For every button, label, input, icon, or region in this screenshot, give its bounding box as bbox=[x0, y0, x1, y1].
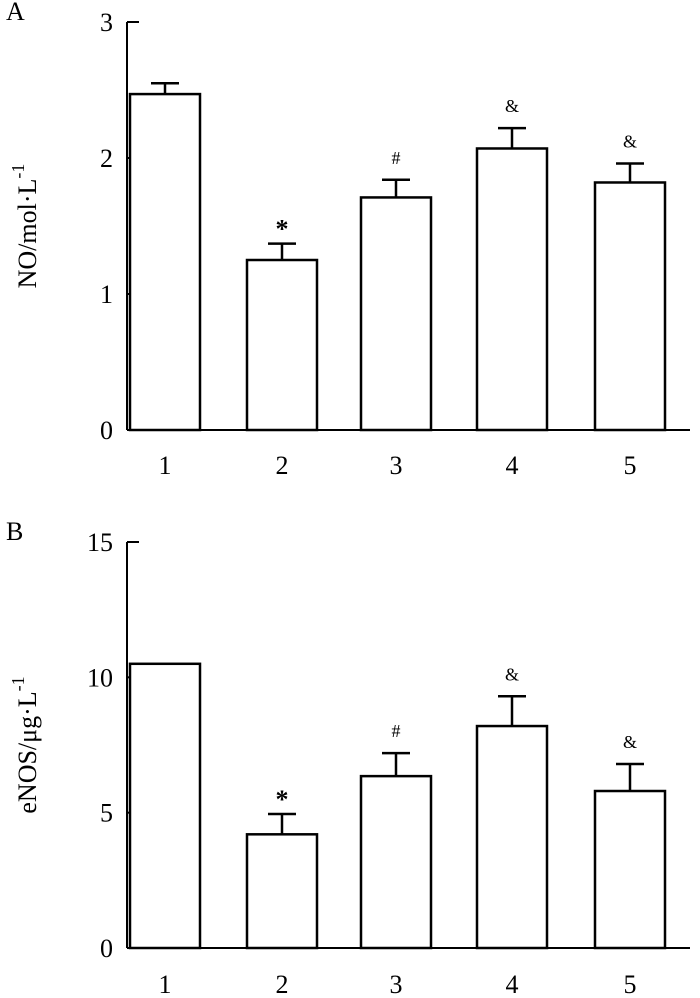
y-tick-label: 2 bbox=[100, 144, 113, 173]
panel-a: A 0 1 2 3 NO/mol·L-1 1 * 2 #3 & 4 & 5 bbox=[6, 0, 690, 480]
significance-marker: # bbox=[392, 148, 401, 168]
y-axis-title: NO/mol·L-1 bbox=[8, 164, 42, 289]
significance-marker: * bbox=[276, 785, 289, 814]
x-tick-label: 2 bbox=[276, 970, 289, 998]
bar bbox=[359, 196, 433, 432]
panel-label: A bbox=[6, 0, 25, 26]
x-tick-label: 1 bbox=[159, 970, 172, 998]
x-tick-label: 1 bbox=[159, 451, 172, 480]
x-tick-label: 3 bbox=[390, 970, 403, 998]
y-tick-label: 3 bbox=[100, 8, 113, 37]
bar bbox=[593, 181, 667, 432]
significance-marker: * bbox=[276, 215, 289, 244]
panel-label: B bbox=[6, 517, 23, 546]
y-tick-label: 0 bbox=[100, 934, 113, 963]
x-tick-label: 5 bbox=[624, 451, 637, 480]
y-tick-label: 1 bbox=[100, 280, 113, 309]
x-tick-label: 2 bbox=[276, 451, 289, 480]
bar bbox=[593, 789, 667, 950]
bar bbox=[128, 662, 202, 950]
y-tick-label: 10 bbox=[87, 663, 113, 692]
bar bbox=[475, 724, 549, 950]
bar bbox=[475, 147, 549, 432]
significance-marker: & bbox=[623, 732, 637, 752]
bar bbox=[245, 833, 319, 950]
significance-marker: & bbox=[623, 131, 637, 151]
x-tick-label: 5 bbox=[624, 970, 637, 998]
y-axis-title: eNOS/μg·L-1 bbox=[8, 676, 42, 813]
significance-marker: # bbox=[392, 721, 401, 741]
y-tick-label: 0 bbox=[100, 416, 113, 445]
bar bbox=[359, 774, 433, 950]
x-tick-label: 4 bbox=[506, 970, 519, 998]
y-tick-label: 5 bbox=[100, 799, 113, 828]
significance-marker: & bbox=[505, 96, 519, 116]
x-tick-label: 4 bbox=[506, 451, 519, 480]
y-tick-label: 15 bbox=[87, 528, 113, 557]
significance-marker: & bbox=[505, 664, 519, 684]
panel-b: B 0 5 10 15 eNOS/μg·L-1 1 * 2 #3 & 4 & 5 bbox=[6, 517, 690, 998]
bar bbox=[245, 258, 319, 432]
bar bbox=[128, 92, 202, 432]
x-tick-label: 3 bbox=[390, 451, 403, 480]
